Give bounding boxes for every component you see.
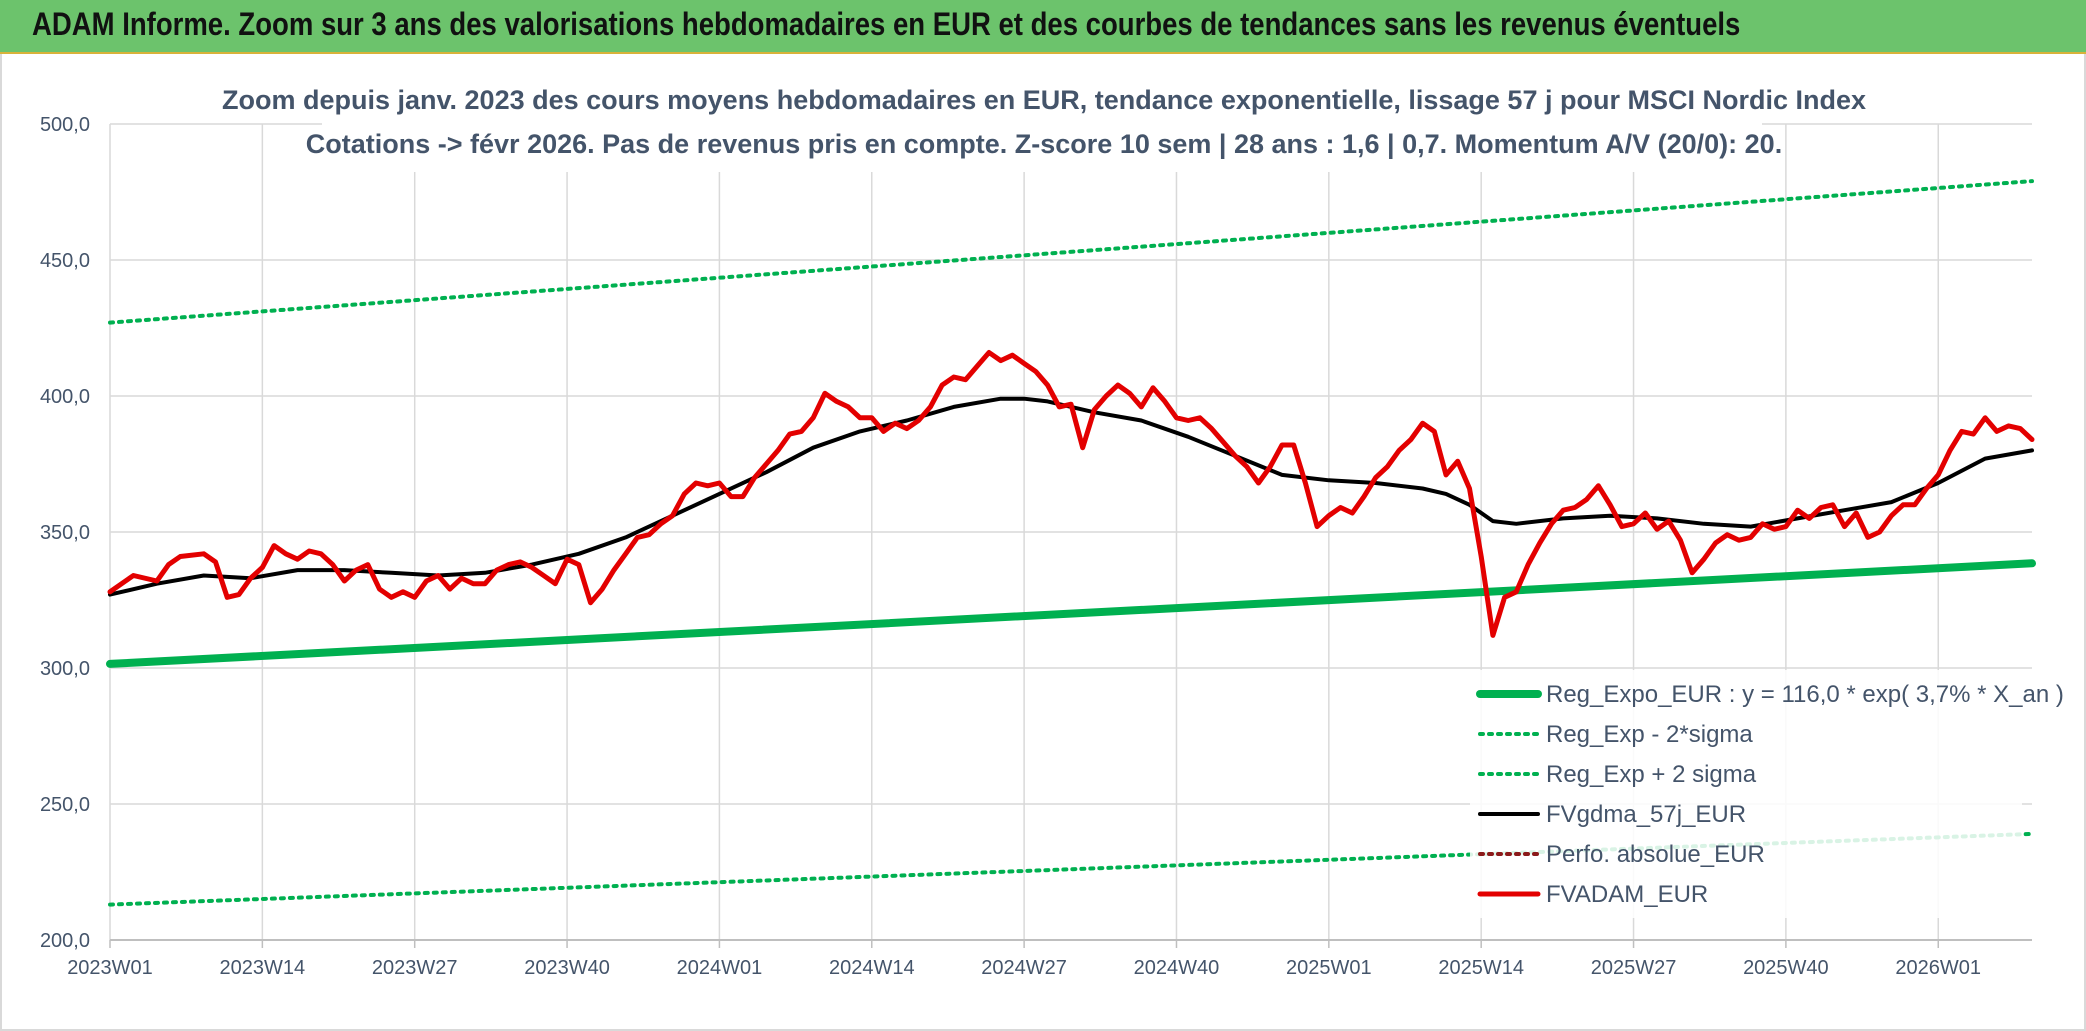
x-tick-label: 2024W27 [981,957,1067,979]
x-tick-label: 2025W01 [1286,957,1372,979]
y-tick-label: 200,0 [40,930,90,952]
legend-entry: Reg_Expo_EUR : y = 116,0 * exp( 3,7% * X… [1546,681,2064,708]
x-tick-label: 2023W27 [372,957,458,979]
chart-frame: 500,0 450,0 400,0 350,0 300,0 250,0 200,0 2023W… [0,54,2086,1031]
legend-entry: Perfo. absolue_EUR [1546,841,1765,868]
y-tick-label: 450,0 [40,250,90,272]
chart-title-line-1: Zoom depuis janv. 2023 des cours moyens … [222,85,1866,115]
x-tick-label: 2026W01 [1895,957,1981,979]
x-tick-label: 2024W01 [677,957,763,979]
chart-title-line-2: Cotations -> févr 2026. Pas de revenus p… [306,129,1782,159]
series-line-3 [108,396,2034,597]
grid-lines [109,123,2032,941]
chart-legend: Reg_Expo_EUR : y = 116,0 * exp( 3,7% * X… [1470,670,2064,918]
legend-entry: Reg_Exp + 2 sigma [1546,761,1757,788]
x-tick-label: 2023W14 [220,957,306,979]
axes: 500,0 450,0 400,0 350,0 300,0 250,0 200,0 2023W… [40,114,2032,979]
line-chart: 500,0 450,0 400,0 350,0 300,0 250,0 200,0 2023W… [40,82,2064,979]
x-tick-label: 2025W27 [1591,957,1677,979]
chart-title-background [322,82,1762,172]
legend-entry: FVADAM_EUR [1546,881,1708,908]
x-tick-label: 2023W40 [524,957,610,979]
legend-entry: Reg_Exp - 2*sigma [1546,721,1753,748]
x-tick-label: 2025W14 [1438,957,1524,979]
series-line-0 [106,559,2036,668]
x-tick-label: 2023W01 [67,957,153,979]
x-tick-label: 2024W14 [829,957,915,979]
y-tick-label: 300,0 [40,658,90,680]
report-banner: ADAM Informe. Zoom sur 3 ans des valoris… [0,0,2086,54]
y-tick-label: 500,0 [40,114,90,136]
y-tick-label: 250,0 [40,794,90,816]
y-tick-label: 400,0 [40,386,90,408]
x-tick-label: 2024W40 [1134,957,1220,979]
x-tick-label: 2025W40 [1743,957,1829,979]
series-line-2 [108,179,2034,325]
legend-background [1470,670,2022,918]
series-line-5 [107,350,2035,638]
legend-entry: FVgdma_57j_EUR [1546,801,1746,828]
y-tick-label: 350,0 [40,522,90,544]
report-title: ADAM Informe. Zoom sur 3 ans des valoris… [32,6,1741,42]
